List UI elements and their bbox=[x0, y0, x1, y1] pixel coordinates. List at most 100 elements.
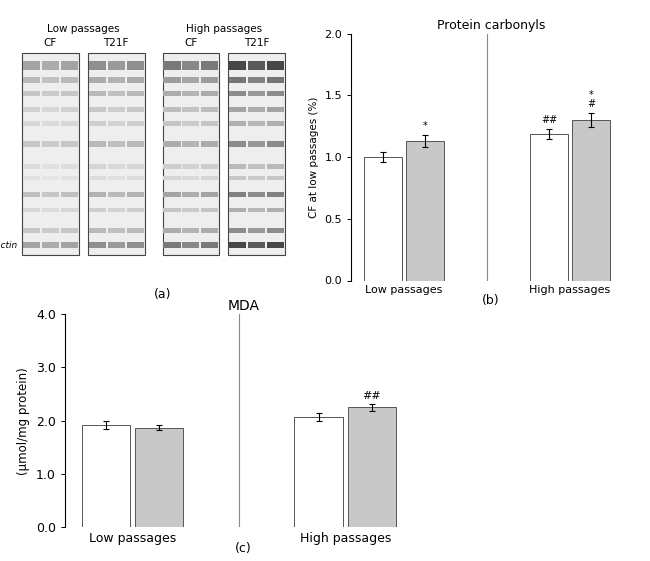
Bar bbox=[163, 192, 181, 197]
Bar bbox=[267, 164, 284, 169]
Bar bbox=[23, 208, 40, 213]
Bar bbox=[572, 120, 610, 280]
Bar bbox=[127, 192, 144, 197]
Bar bbox=[183, 228, 200, 233]
Bar bbox=[267, 107, 284, 112]
Bar bbox=[23, 228, 40, 233]
Bar bbox=[229, 91, 246, 96]
Bar bbox=[229, 192, 246, 197]
Bar bbox=[202, 107, 218, 112]
Bar bbox=[248, 176, 265, 180]
Bar bbox=[108, 76, 125, 82]
Bar bbox=[183, 141, 200, 147]
Bar bbox=[202, 91, 218, 96]
Bar bbox=[163, 141, 181, 147]
Bar bbox=[183, 164, 200, 169]
Bar bbox=[60, 62, 78, 70]
Bar bbox=[108, 107, 125, 112]
Text: *
#: * # bbox=[587, 90, 595, 109]
Bar bbox=[108, 62, 125, 70]
Bar bbox=[127, 121, 144, 126]
Bar bbox=[406, 141, 443, 280]
Bar bbox=[163, 228, 181, 233]
Text: T21F: T21F bbox=[244, 38, 269, 48]
Title: Protein carbonyls: Protein carbonyls bbox=[437, 20, 545, 33]
Bar bbox=[267, 242, 284, 247]
Bar bbox=[267, 192, 284, 197]
Bar bbox=[23, 107, 40, 112]
Bar bbox=[348, 407, 396, 527]
Bar bbox=[23, 164, 40, 169]
Bar bbox=[42, 164, 59, 169]
Bar bbox=[229, 164, 246, 169]
Bar bbox=[163, 76, 181, 82]
Bar bbox=[60, 192, 78, 197]
Bar bbox=[248, 208, 265, 213]
Text: *: * bbox=[422, 121, 427, 131]
Bar bbox=[248, 76, 265, 82]
Bar bbox=[23, 242, 40, 247]
Bar bbox=[60, 107, 78, 112]
Bar bbox=[60, 91, 78, 96]
Bar bbox=[229, 76, 246, 82]
Bar bbox=[108, 242, 125, 247]
Bar bbox=[162, 53, 219, 255]
Bar bbox=[60, 141, 78, 147]
Bar bbox=[108, 121, 125, 126]
Bar bbox=[127, 76, 144, 82]
Bar bbox=[267, 91, 284, 96]
Bar bbox=[82, 425, 130, 527]
Bar bbox=[127, 228, 144, 233]
Bar bbox=[248, 242, 265, 247]
Bar bbox=[183, 192, 200, 197]
Bar bbox=[267, 208, 284, 213]
Text: CF: CF bbox=[185, 38, 198, 48]
Bar bbox=[267, 228, 284, 233]
Bar bbox=[183, 176, 200, 180]
Text: ##: ## bbox=[363, 391, 381, 401]
Bar bbox=[23, 141, 40, 147]
Bar bbox=[42, 228, 59, 233]
Bar bbox=[127, 91, 144, 96]
Text: (b): (b) bbox=[482, 293, 500, 307]
Bar bbox=[88, 76, 106, 82]
Bar bbox=[202, 208, 218, 213]
Bar bbox=[163, 121, 181, 126]
Bar bbox=[248, 228, 265, 233]
Bar bbox=[163, 176, 181, 180]
Bar bbox=[23, 192, 40, 197]
Bar bbox=[23, 91, 40, 96]
Bar bbox=[229, 208, 246, 213]
Bar bbox=[202, 176, 218, 180]
Legend: CF, T21F: CF, T21F bbox=[323, 330, 376, 357]
Bar bbox=[108, 208, 125, 213]
Text: Low passages: Low passages bbox=[47, 24, 120, 34]
Bar bbox=[42, 91, 59, 96]
Bar bbox=[60, 121, 78, 126]
Bar bbox=[60, 228, 78, 233]
Bar bbox=[248, 141, 265, 147]
Bar bbox=[163, 164, 181, 169]
Bar bbox=[127, 176, 144, 180]
Bar bbox=[229, 107, 246, 112]
Bar bbox=[202, 141, 218, 147]
Bar bbox=[267, 121, 284, 126]
Y-axis label: (μmol/mg protein): (μmol/mg protein) bbox=[18, 367, 31, 475]
Bar bbox=[267, 62, 284, 70]
Bar bbox=[108, 164, 125, 169]
Bar bbox=[267, 141, 284, 147]
Bar bbox=[42, 121, 59, 126]
Bar bbox=[88, 121, 106, 126]
Title: MDA: MDA bbox=[227, 299, 260, 313]
Bar bbox=[364, 157, 402, 280]
Bar bbox=[127, 141, 144, 147]
Bar bbox=[163, 242, 181, 247]
Bar bbox=[127, 164, 144, 169]
Bar bbox=[88, 228, 106, 233]
Bar bbox=[183, 107, 200, 112]
Bar bbox=[127, 208, 144, 213]
Bar bbox=[108, 228, 125, 233]
Bar bbox=[127, 62, 144, 70]
Bar bbox=[248, 62, 265, 70]
Bar bbox=[530, 134, 568, 280]
